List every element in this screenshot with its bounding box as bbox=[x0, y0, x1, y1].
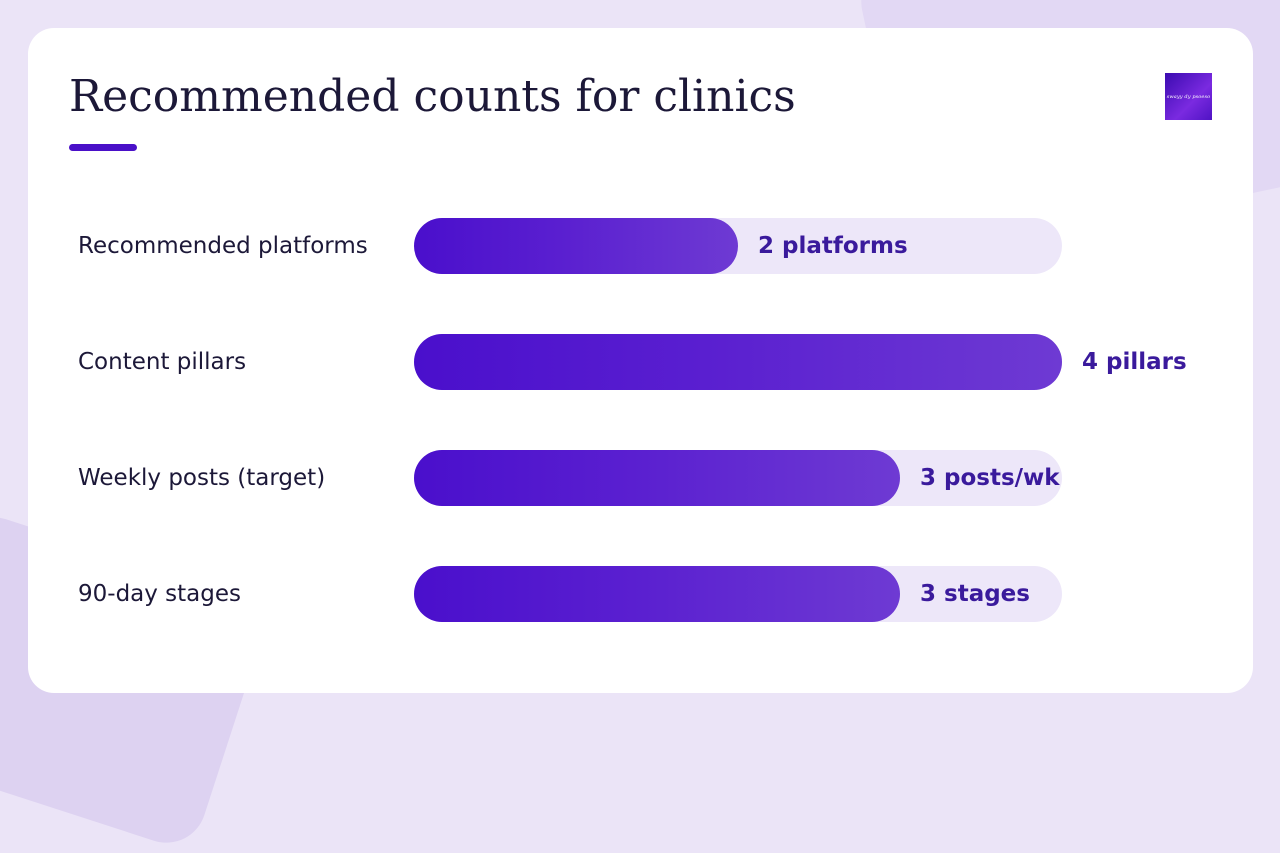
bar bbox=[414, 334, 1062, 390]
bar bbox=[414, 218, 738, 274]
category-label: Weekly posts (target) bbox=[78, 465, 326, 491]
category-label: Content pillars bbox=[78, 349, 247, 375]
value-label: 4 pillars bbox=[1082, 349, 1187, 375]
slide-title: Recommended counts for clinics bbox=[69, 71, 796, 122]
bar bbox=[414, 450, 900, 506]
logo-text: swayy dy psoeso bbox=[1166, 93, 1211, 100]
value-label: 3 stages bbox=[920, 581, 1030, 607]
value-label: 2 platforms bbox=[758, 233, 908, 259]
value-label: 3 posts/wk bbox=[920, 465, 1060, 491]
bar bbox=[414, 566, 900, 622]
category-label: 90-day stages bbox=[78, 581, 242, 607]
title-underline bbox=[69, 144, 137, 151]
category-label: Recommended platforms bbox=[78, 233, 368, 259]
brand-logo: swayy dy psoeso bbox=[1165, 73, 1212, 120]
